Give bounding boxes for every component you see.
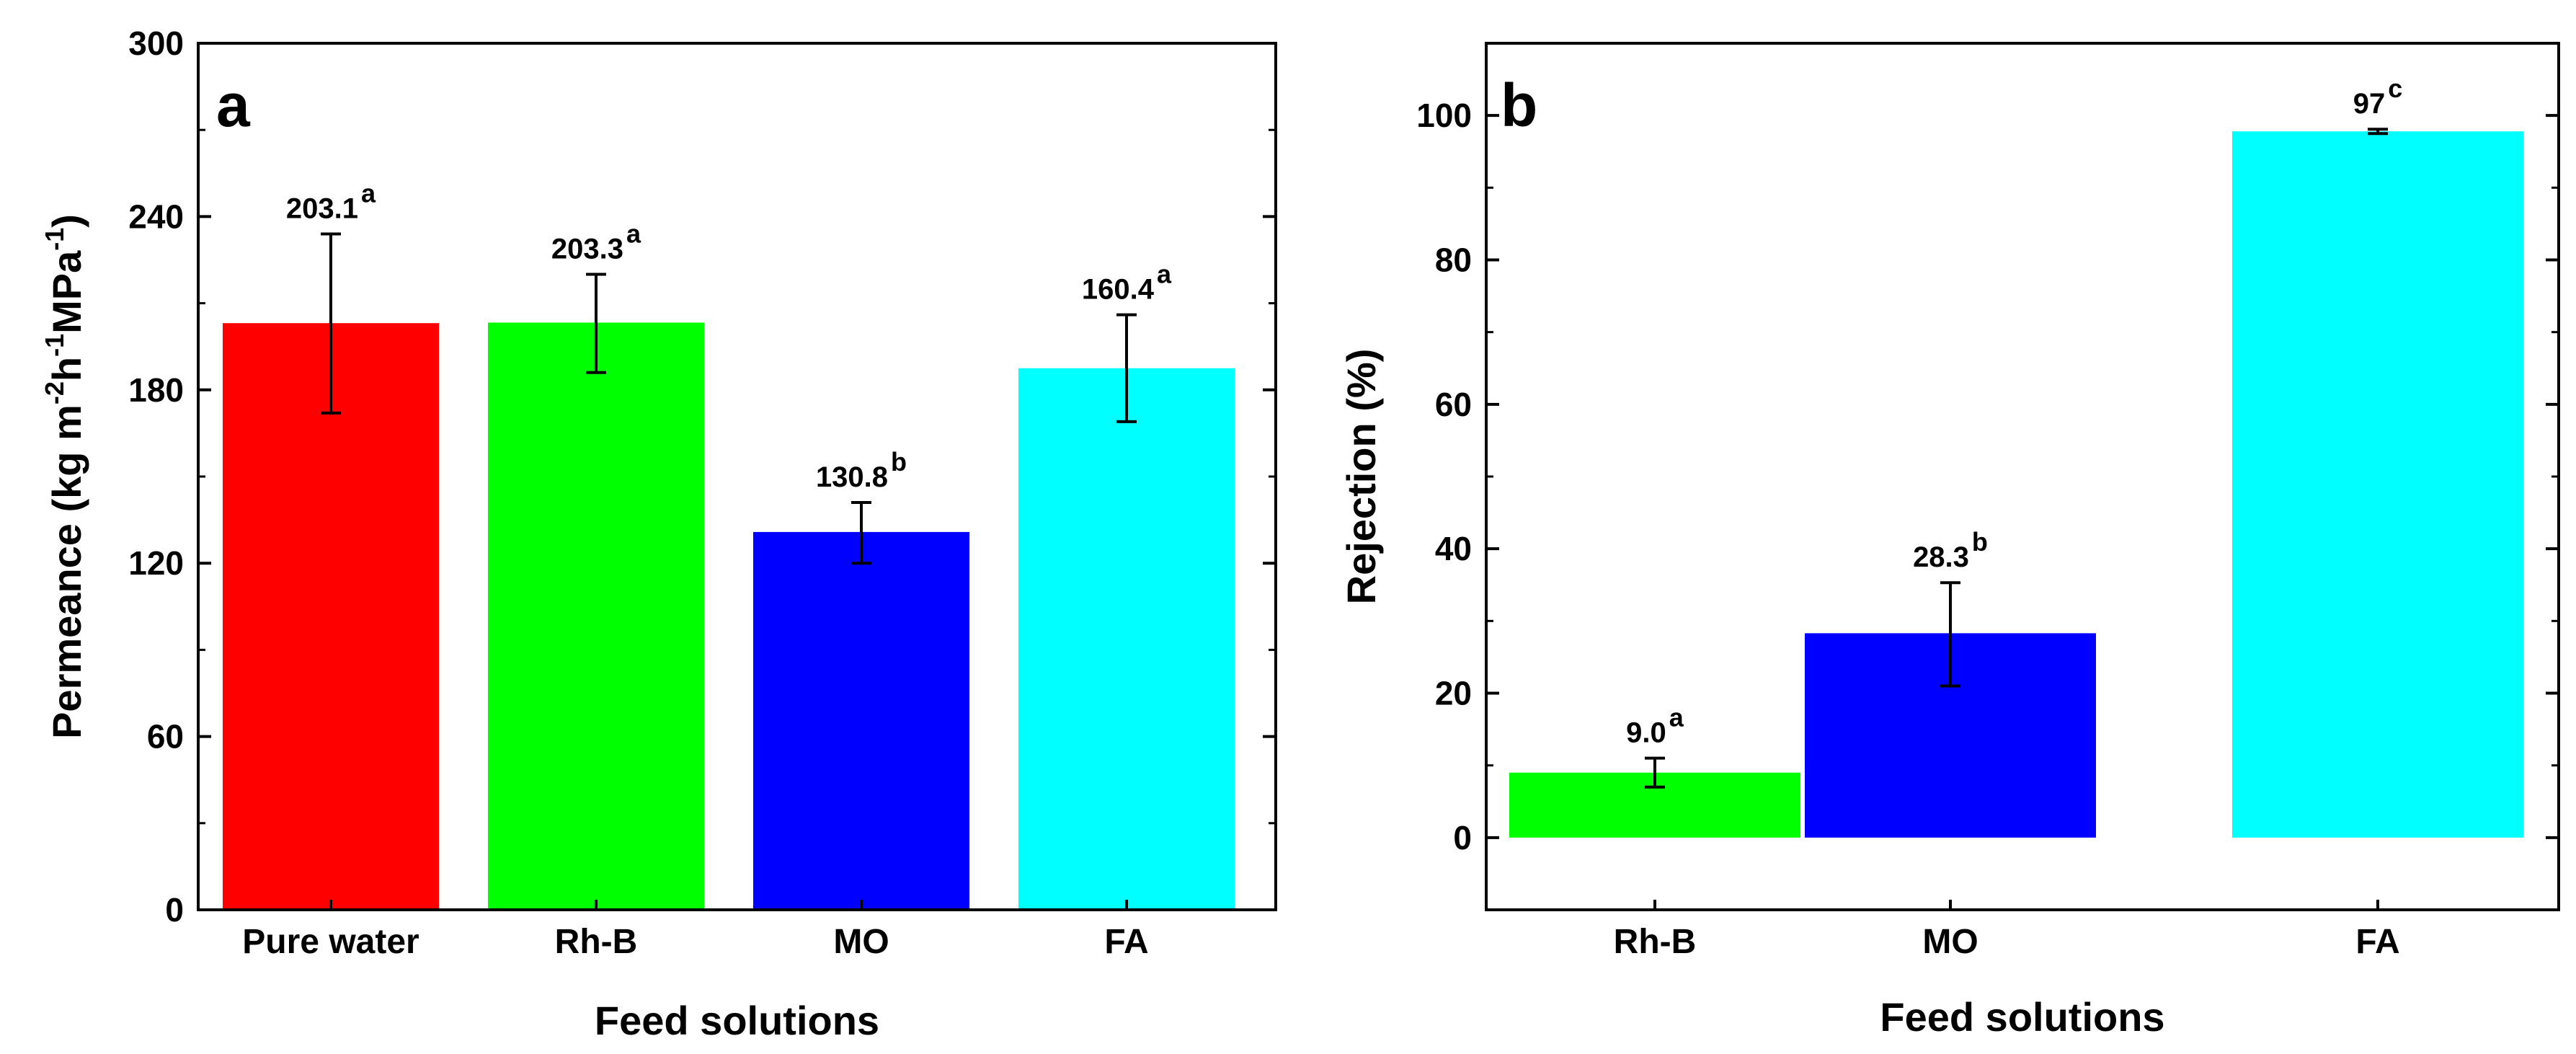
chart-panel-b: 9.0 a Rh-B 28.3 b MO 97 c FA 0 20 40 60 80 100 b Feed so… <box>1338 42 2560 1040</box>
panel-letter: a <box>216 71 251 139</box>
y-tick-label: 240 <box>128 198 184 235</box>
bar-pure-water <box>223 323 439 911</box>
chart-panel-a: 203.1 a Pure water 203.3 a Rh-B 130.8 b MO 160.4 a… <box>40 25 1277 1043</box>
y-tick-label: 120 <box>128 544 184 582</box>
data-label: 28.3 b <box>1913 527 1988 573</box>
y-tick-label: 180 <box>128 371 184 409</box>
y-tick-label: 0 <box>165 891 184 929</box>
x-tick-label: Rh-B <box>555 923 638 961</box>
data-label: 130.8 b <box>816 447 907 493</box>
x-axis-title: Feed solutions <box>595 998 879 1043</box>
data-label: 97 c <box>2353 74 2403 120</box>
y-tick-label: 20 <box>1435 675 1472 712</box>
y-tick-label: 0 <box>1453 819 1472 856</box>
bar-mo <box>753 531 969 910</box>
bar-fa <box>1018 368 1235 910</box>
x-tick-label: Rh-B <box>1614 923 1697 961</box>
y-tick-label: 60 <box>1435 386 1472 423</box>
x-tick-label: Pure water <box>242 923 419 961</box>
y-tick-label: 100 <box>1416 97 1472 134</box>
x-tick-label: MO <box>833 923 889 961</box>
y-axis-title: Permeance (kg m-2h-1MPa-1) <box>40 214 89 739</box>
y-tick-label: 300 <box>128 25 184 62</box>
bar-fa <box>2232 131 2523 838</box>
x-tick-label: FA <box>2355 923 2399 961</box>
data-label: 9.0 a <box>1626 703 1684 749</box>
x-tick-label: MO <box>1922 923 1978 961</box>
panel-letter: b <box>1501 71 1537 139</box>
x-axis-title: Feed solutions <box>1880 994 2164 1040</box>
bar-rh-b <box>488 322 704 910</box>
y-axis-title: Rejection (%) <box>1338 349 1384 605</box>
data-label: 160.4 a <box>1082 260 1172 306</box>
x-tick-label: FA <box>1104 923 1148 961</box>
data-label: 203.1 a <box>286 178 376 224</box>
y-tick-label: 60 <box>147 718 184 756</box>
data-label: 203.3 a <box>551 219 641 265</box>
y-tick-label: 80 <box>1435 242 1472 279</box>
y-tick-label: 40 <box>1435 530 1472 567</box>
